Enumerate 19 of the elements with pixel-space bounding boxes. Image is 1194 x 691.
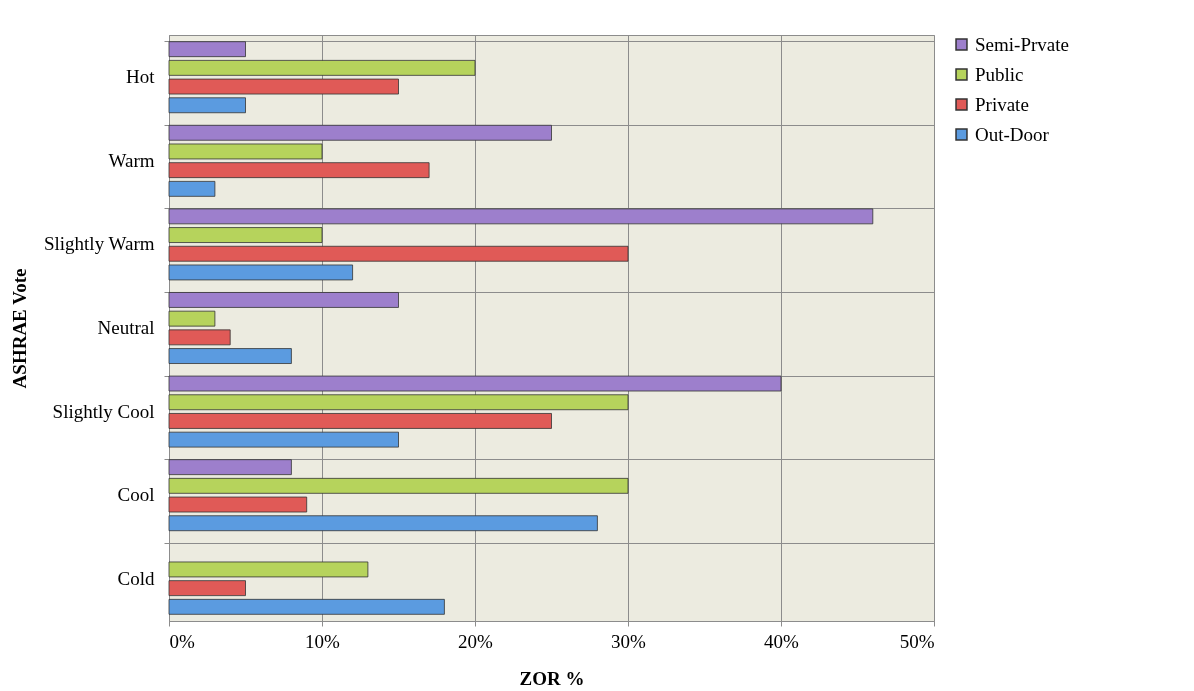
y-tick-label: Slightly Warm [43, 233, 155, 255]
y-axis-title: ASHRAE Vote [8, 268, 30, 389]
x-tick-label: 50% [899, 630, 935, 652]
y-tick-label: Hot [126, 66, 156, 88]
y-tick-label: Cold [117, 567, 155, 589]
x-tick-label: 10% [305, 630, 341, 652]
legend-label: Private [975, 93, 1029, 115]
y-tick-label: Cool [117, 484, 155, 506]
y-tick-label: Slightly Cool [52, 400, 155, 422]
x-axis-title: ZOR % [519, 667, 585, 689]
legend-label: Semi-Prvate [975, 33, 1069, 55]
x-tick-label: 20% [458, 630, 494, 652]
y-tick-label: Neutral [97, 317, 155, 338]
x-tick-label: 30% [611, 630, 647, 652]
y-tick-label: Warm [108, 149, 155, 171]
x-tick-label: 0% [169, 630, 195, 652]
x-tick-label: 40% [764, 630, 800, 652]
legend-label: Public [975, 63, 1024, 85]
legend-label: Out-Door [975, 123, 1050, 145]
